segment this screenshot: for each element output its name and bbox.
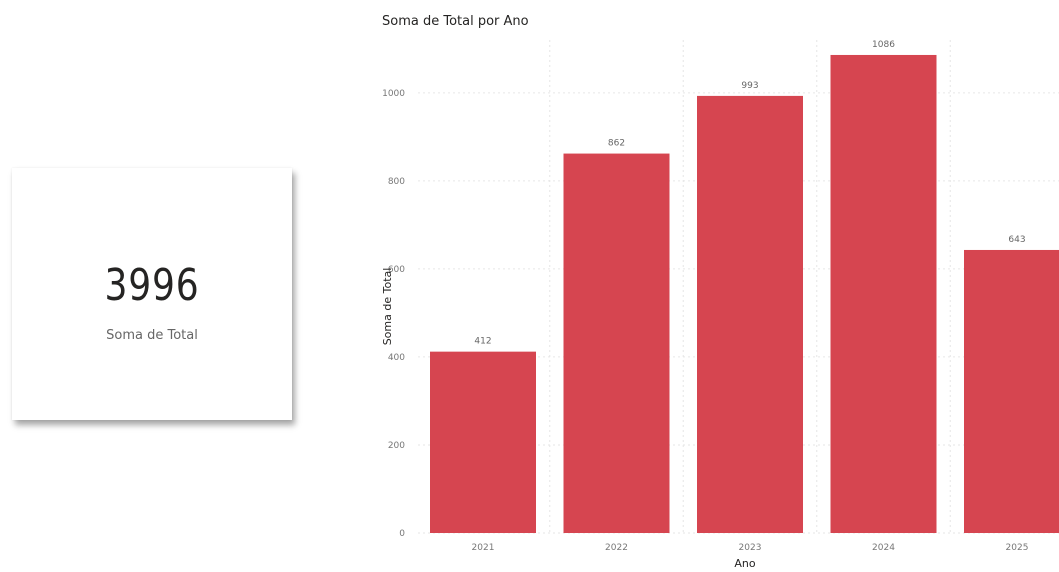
y-axis-title: Soma de Total [381,268,394,346]
label-layer: 0 200 400 600 800 1000 412 2021 862 2022 993 2023 10… [382,40,1028,553]
x-tick-label-2023: 2023 [739,543,762,553]
x-tick-label-2025: 2025 [1006,543,1029,553]
data-label-2022: 862 [608,139,625,149]
x-axis-title: Ano [734,557,755,570]
x-tick-label-2022: 2022 [605,543,628,553]
kpi-label: Soma de Total [106,328,198,343]
bar-2021[interactable] [430,351,536,533]
kpi-card[interactable]: 3996 Soma de Total [12,168,292,420]
y-tick-label: 400 [388,353,405,363]
kpi-value: 3996 [104,260,200,311]
x-tick-label-2024: 2024 [872,543,895,553]
bar-2024[interactable] [830,54,937,534]
data-label-2024: 1086 [872,40,895,50]
data-label-2023: 993 [741,81,758,91]
bar-2025[interactable] [964,249,1059,533]
x-tick-label-2021: 2021 [472,543,495,553]
y-tick-label: 200 [388,441,405,451]
y-tick-label: 800 [388,177,405,187]
data-label-2021: 412 [474,337,491,347]
bar-2022[interactable] [563,153,670,533]
bar-layer [430,54,1059,534]
data-label-2025: 643 [1008,235,1025,245]
y-tick-label: 600 [388,265,405,275]
y-tick-label: 1000 [382,89,405,99]
bar-2023[interactable] [697,95,803,533]
chart-title: Soma de Total por Ano [382,14,529,29]
y-tick-label: 0 [399,529,405,539]
